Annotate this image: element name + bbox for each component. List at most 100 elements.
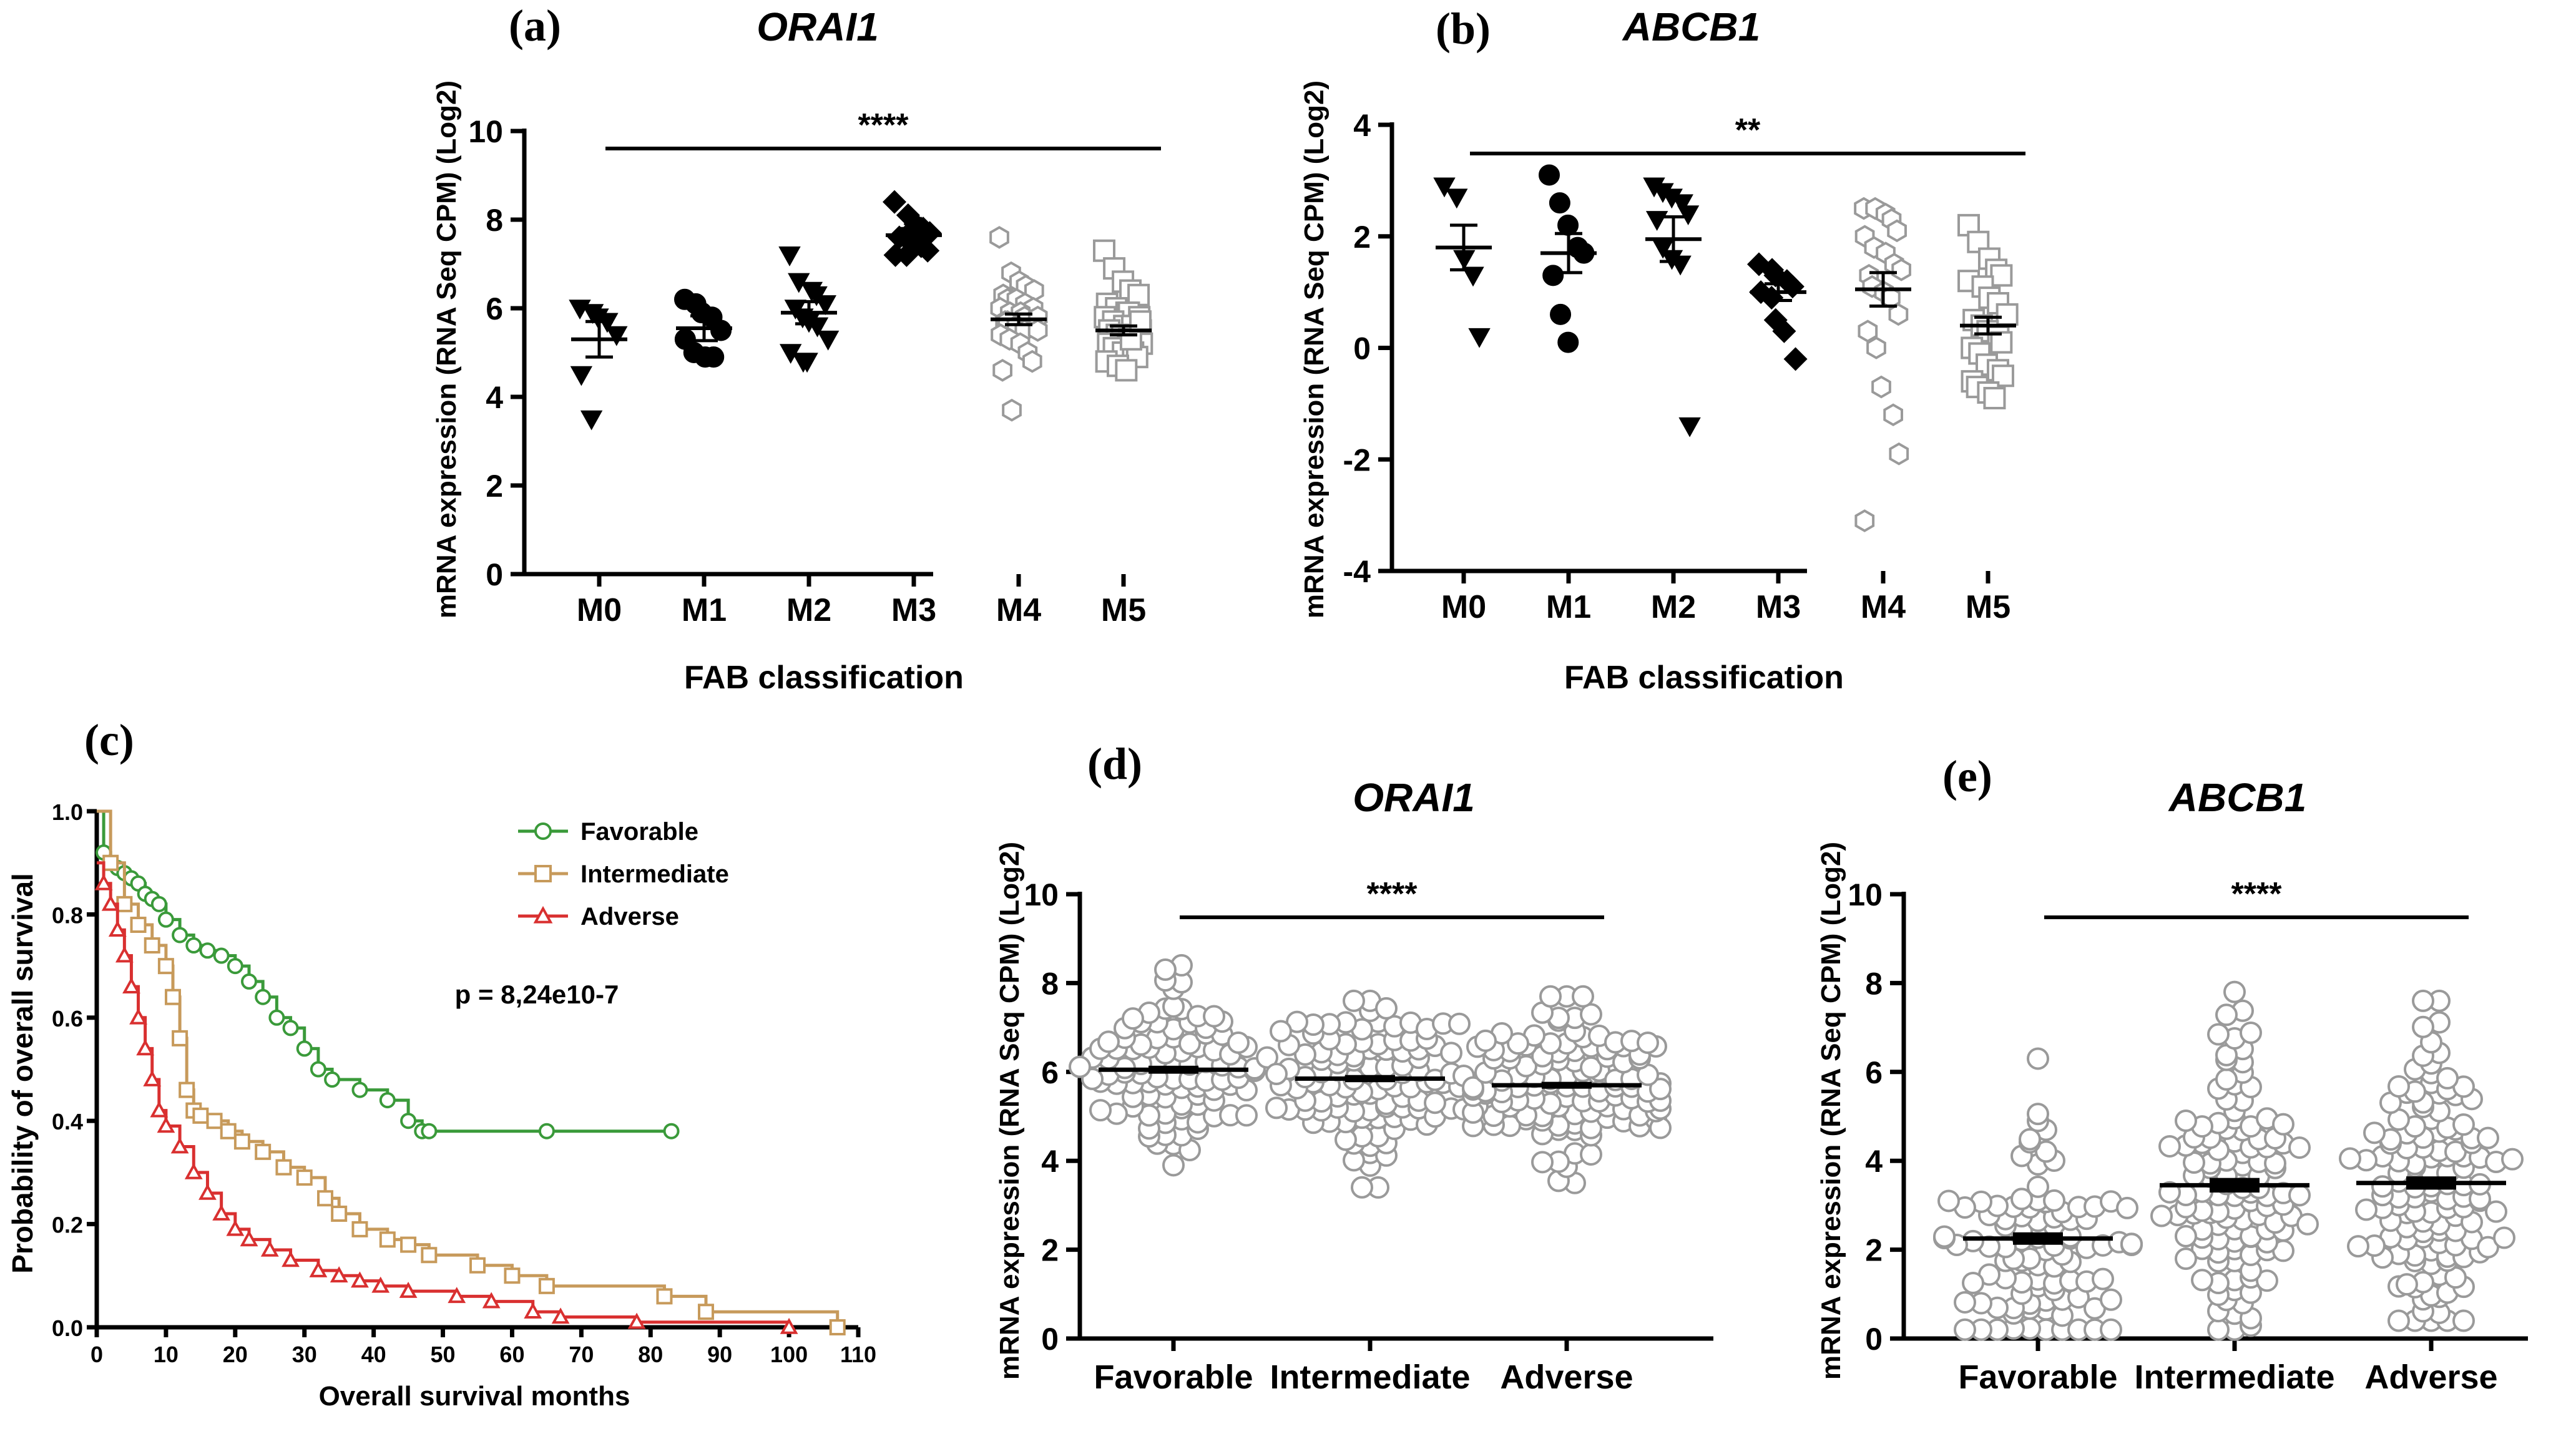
censor-marker	[136, 1039, 155, 1056]
data-point	[1089, 1099, 1112, 1122]
censor-marker	[130, 916, 147, 933]
y-tick-label: -4	[1343, 554, 1371, 589]
data-point	[2207, 1023, 2230, 1046]
censor-marker	[165, 988, 181, 1005]
censor-marker	[379, 1231, 396, 1248]
censor-marker	[504, 1267, 521, 1284]
data-point	[1351, 1176, 1373, 1199]
data-point	[2412, 989, 2434, 1012]
data-point	[2175, 1224, 2197, 1247]
censor-marker	[399, 1281, 418, 1298]
censor-marker	[538, 1277, 555, 1294]
censor-marker	[296, 1040, 313, 1057]
x-tick-label: Adverse	[1500, 1358, 1633, 1396]
censor-marker	[524, 1302, 542, 1319]
data-point	[1858, 319, 1878, 343]
y-tick-label: 10	[1024, 877, 1059, 912]
y-tick-label: 1.0	[52, 799, 83, 825]
data-point	[1933, 1225, 1956, 1248]
censor-marker	[469, 1257, 486, 1274]
censor-marker	[157, 911, 174, 928]
censor-marker	[282, 1251, 300, 1267]
data-point	[2116, 1196, 2138, 1219]
sem-box	[2210, 1178, 2260, 1193]
data-point	[2347, 1235, 2369, 1258]
censor-marker	[150, 895, 167, 912]
data-point	[2387, 1075, 2410, 1098]
data-point	[1990, 264, 2013, 287]
x-tick-label: M2	[1651, 589, 1696, 625]
data-point	[703, 346, 725, 368]
data-point	[2493, 1226, 2515, 1249]
y-tick-label: -2	[1343, 442, 1371, 477]
data-point	[2452, 1309, 2475, 1332]
data-point	[1294, 1043, 1316, 1066]
data-point	[2272, 1113, 2294, 1136]
significance-stars: ****	[858, 107, 909, 144]
survival-curve	[97, 809, 840, 1327]
data-point	[1462, 1076, 1484, 1099]
data-point	[605, 326, 628, 346]
panel-c-label: (c)	[84, 715, 134, 765]
data-point	[1162, 1154, 1185, 1177]
data-point	[710, 319, 732, 341]
censor-marker	[116, 895, 133, 912]
data-point	[2175, 1247, 2197, 1271]
censor-marker	[275, 1159, 292, 1176]
data-point	[1127, 283, 1150, 306]
data-point	[2027, 1047, 2049, 1070]
censor-marker	[538, 1123, 555, 1139]
panel-b-title: ABCB1	[1622, 4, 1760, 49]
censor-marker	[317, 1190, 333, 1207]
data-point	[2355, 1198, 2378, 1221]
censor-marker	[170, 1137, 189, 1154]
data-point	[2027, 1175, 2049, 1198]
y-tick-label: 6	[1865, 1055, 1883, 1090]
significance-stars: **	[1735, 112, 1761, 149]
y-tick-label: 6	[1041, 1055, 1059, 1090]
sem-box	[1148, 1065, 1198, 1074]
panel-d-title: ORAI1	[1353, 775, 1475, 820]
sem-box	[2406, 1176, 2456, 1190]
censor-marker	[94, 874, 113, 890]
data-point	[2296, 1212, 2319, 1236]
censor-marker	[150, 1101, 169, 1118]
x-tick-label: Intermediate	[2134, 1358, 2334, 1396]
data-point	[1256, 1046, 1278, 1069]
censor-marker	[551, 1307, 570, 1324]
data-point	[1154, 958, 1177, 981]
data-point	[916, 238, 940, 263]
data-point	[1883, 403, 1903, 427]
data-point	[796, 353, 818, 373]
censor-marker	[400, 1113, 417, 1129]
survival-curve	[97, 861, 791, 1327]
censor-marker	[448, 1287, 466, 1304]
panel-c-xlabel: Overall survival months	[319, 1381, 630, 1412]
data-point	[1069, 1055, 1091, 1078]
censor-marker	[296, 1169, 313, 1186]
data-point	[1375, 997, 1398, 1020]
y-tick-label: 8	[1865, 966, 1883, 1001]
data-point	[2288, 1184, 2311, 1207]
data-point	[570, 366, 593, 386]
significance-stars: ****	[1367, 876, 1418, 912]
legend-marker	[533, 905, 553, 924]
data-point	[1122, 1007, 1144, 1030]
censor-marker	[143, 1070, 162, 1086]
censor-marker	[400, 1236, 417, 1253]
censor-marker	[172, 927, 189, 944]
censor-marker	[255, 1143, 272, 1160]
data-point	[1866, 336, 1886, 359]
data-point	[2223, 980, 2246, 1003]
data-point	[1990, 331, 2013, 354]
x-tick-label: 110	[840, 1342, 876, 1367]
censor-marker	[108, 920, 127, 937]
x-tick-label: 50	[431, 1342, 456, 1367]
panel-a-title: ORAI1	[757, 4, 879, 49]
data-point	[1539, 164, 1560, 186]
data-point	[1645, 211, 1668, 231]
censor-marker	[241, 973, 257, 990]
data-point	[2339, 1147, 2361, 1170]
data-point	[2019, 1128, 2041, 1151]
y-tick-label: 10	[1848, 877, 1883, 912]
